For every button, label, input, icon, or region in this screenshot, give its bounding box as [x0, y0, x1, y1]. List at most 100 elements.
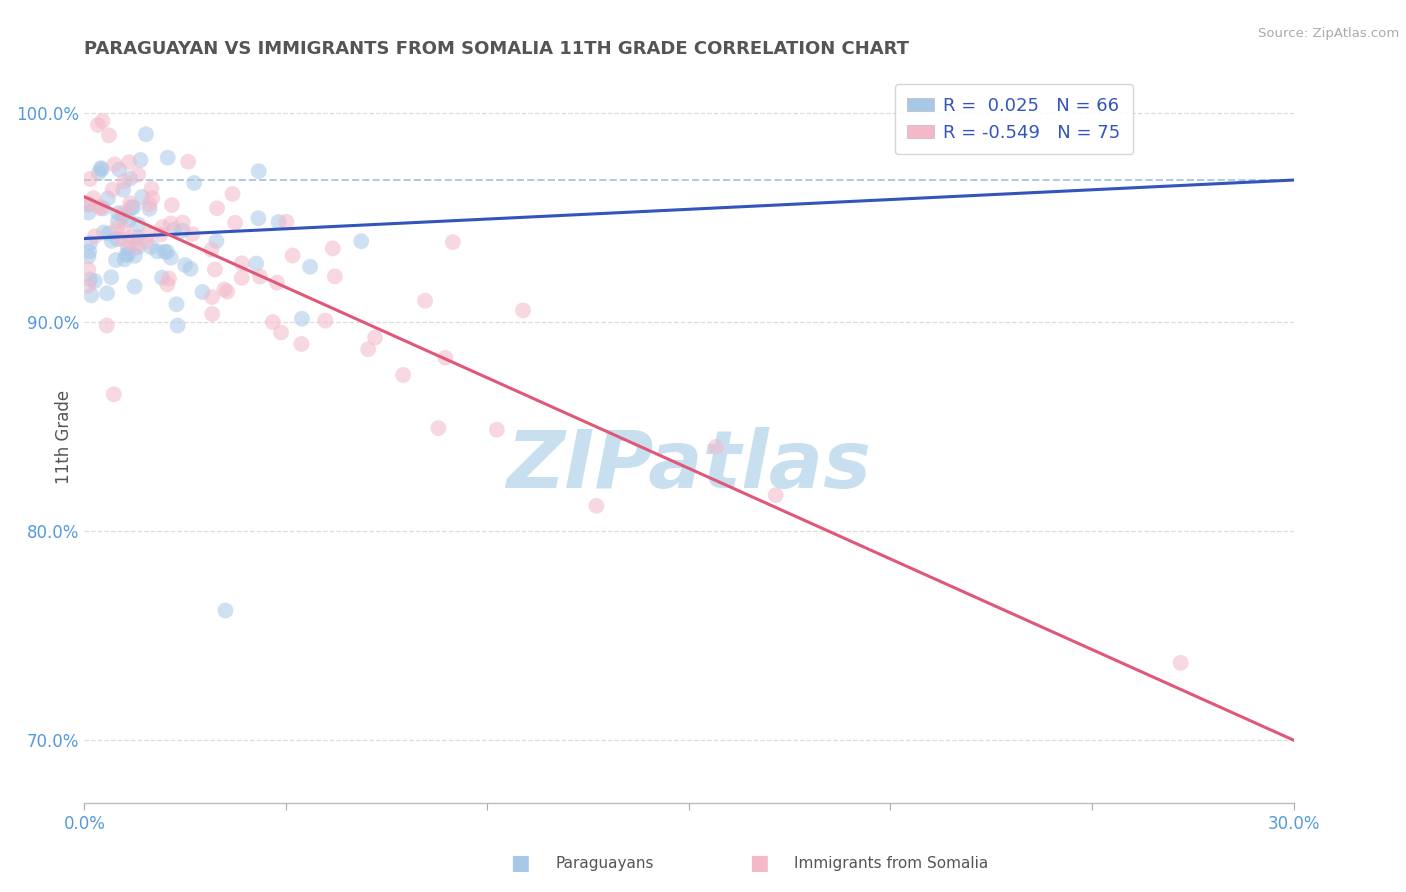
- Point: [100, 234, 122, 248]
- Point: [299, 260, 322, 274]
- Point: [118, 235, 141, 249]
- Point: [291, 311, 314, 326]
- Point: [91, 114, 114, 128]
- Point: [112, 222, 135, 236]
- Point: [108, 162, 131, 177]
- Point: [98, 128, 121, 143]
- Point: [177, 154, 200, 169]
- Point: [121, 229, 143, 244]
- Point: [323, 269, 346, 284]
- Point: [156, 151, 179, 165]
- Point: [111, 232, 134, 246]
- Point: [79, 244, 101, 259]
- Point: [166, 297, 188, 311]
- Point: [77, 197, 100, 211]
- Point: [224, 216, 246, 230]
- Point: [204, 262, 226, 277]
- Point: [512, 303, 534, 318]
- Text: ■: ■: [749, 854, 769, 873]
- Point: [79, 172, 101, 186]
- Point: [276, 215, 298, 229]
- Point: [77, 262, 100, 277]
- Point: [107, 206, 129, 220]
- Point: [112, 183, 135, 197]
- Point: [350, 234, 373, 248]
- Point: [221, 186, 243, 201]
- Point: [266, 276, 288, 290]
- Point: [115, 248, 138, 262]
- Point: [322, 241, 344, 255]
- Point: [122, 201, 145, 215]
- Point: [124, 279, 146, 293]
- Point: [127, 230, 149, 244]
- Point: [127, 240, 149, 254]
- Point: [180, 261, 202, 276]
- Point: [77, 250, 100, 264]
- Point: [96, 286, 118, 301]
- Point: [138, 197, 160, 211]
- Point: [172, 224, 194, 238]
- Point: [77, 205, 100, 219]
- Point: [245, 256, 267, 270]
- Y-axis label: 11th Grade: 11th Grade: [55, 390, 73, 484]
- Point: [127, 218, 149, 232]
- Point: [77, 198, 100, 212]
- Point: [97, 191, 120, 205]
- Point: [413, 293, 436, 308]
- Point: [150, 220, 173, 235]
- Point: [146, 244, 169, 259]
- Point: [104, 253, 127, 268]
- Point: [127, 168, 149, 182]
- Point: [82, 191, 104, 205]
- Point: [205, 234, 228, 248]
- Point: [118, 213, 141, 227]
- Point: [217, 285, 239, 299]
- Point: [160, 216, 183, 230]
- Legend: R =  0.025   N = 66, R = -0.549   N = 75: R = 0.025 N = 66, R = -0.549 N = 75: [894, 84, 1133, 154]
- Point: [141, 182, 163, 196]
- Point: [136, 227, 159, 242]
- Point: [149, 227, 172, 242]
- Point: [172, 215, 194, 229]
- Point: [157, 271, 180, 285]
- Point: [138, 202, 160, 216]
- Point: [90, 161, 112, 175]
- Point: [247, 211, 270, 226]
- Point: [120, 171, 142, 186]
- Point: [87, 166, 110, 180]
- Point: [156, 244, 179, 259]
- Point: [357, 342, 380, 356]
- Point: [135, 127, 157, 141]
- Point: [135, 235, 157, 249]
- Point: [131, 190, 153, 204]
- Point: [765, 488, 787, 502]
- Point: [1170, 656, 1192, 670]
- Point: [290, 337, 312, 351]
- Point: [120, 200, 142, 214]
- Point: [231, 256, 253, 270]
- Point: [129, 153, 152, 167]
- Point: [281, 248, 304, 262]
- Point: [105, 221, 128, 235]
- Point: [83, 274, 105, 288]
- Point: [364, 330, 387, 344]
- Point: [111, 209, 134, 223]
- Point: [89, 200, 111, 214]
- Point: [214, 282, 236, 296]
- Point: [125, 239, 148, 253]
- Text: PARAGUAYAN VS IMMIGRANTS FROM SOMALIA 11TH GRADE CORRELATION CHART: PARAGUAYAN VS IMMIGRANTS FROM SOMALIA 11…: [84, 40, 910, 58]
- Point: [141, 191, 163, 205]
- Point: [231, 271, 253, 285]
- Point: [191, 285, 214, 299]
- Point: [609, 816, 631, 830]
- Point: [100, 270, 122, 285]
- Point: [87, 118, 110, 132]
- Point: [77, 278, 100, 293]
- Point: [163, 222, 186, 236]
- Point: [103, 157, 125, 171]
- Point: [90, 162, 112, 177]
- Point: [434, 351, 457, 365]
- Point: [96, 318, 118, 333]
- Point: [124, 249, 146, 263]
- Point: [114, 252, 136, 267]
